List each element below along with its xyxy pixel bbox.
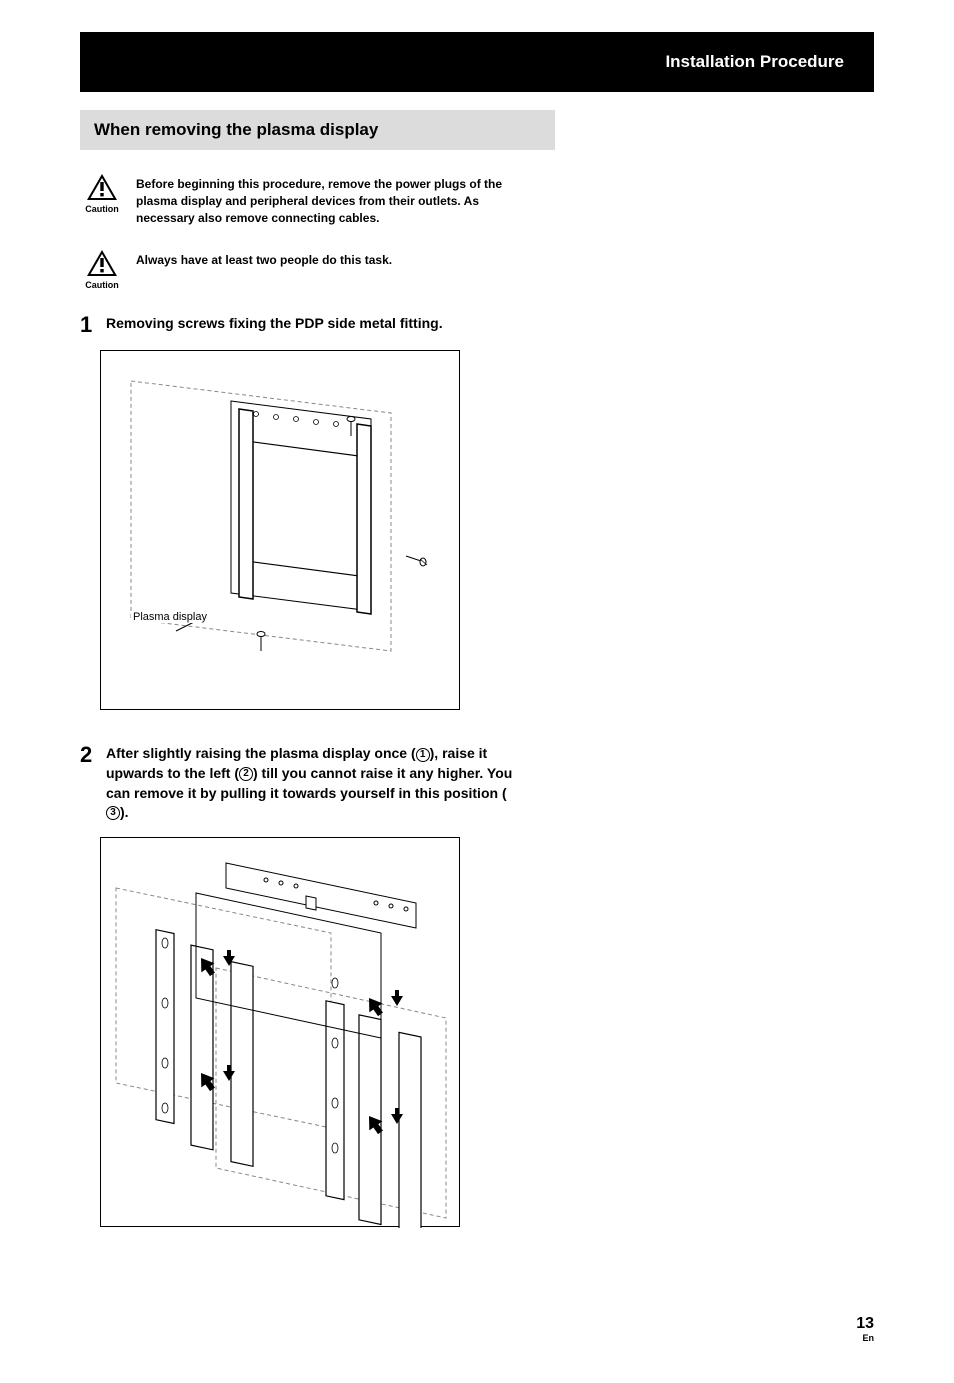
step2-part4: ).	[120, 804, 129, 820]
step-text: Removing screws fixing the PDP side meta…	[106, 314, 443, 334]
content-area: When removing the plasma display Caution…	[0, 92, 954, 1267]
page-number-block: 13 En	[856, 1315, 874, 1343]
circled-1: 1	[416, 748, 430, 762]
caution-icon-wrapper: Caution	[80, 248, 124, 290]
diagram-1-svg	[101, 351, 461, 711]
circled-3: 3	[106, 806, 120, 820]
circled-2: 2	[239, 767, 253, 781]
caution-label: Caution	[85, 204, 119, 214]
caution-icon-wrapper: Caution	[80, 172, 124, 214]
step-number: 1	[80, 314, 106, 336]
step2-part1: After slightly raising the plasma displa…	[106, 745, 416, 761]
header-bar: Installation Procedure	[80, 32, 874, 92]
diagram-1-label: Plasma display	[131, 611, 209, 623]
section-title: When removing the plasma display	[80, 110, 555, 150]
diagram-1: Plasma display	[100, 350, 460, 710]
diagram-2	[100, 837, 460, 1227]
diagram-2-svg	[101, 838, 461, 1228]
header-title: Installation Procedure	[665, 52, 844, 72]
step-1: 1 Removing screws fixing the PDP side me…	[80, 314, 520, 336]
step-2: 2 After slightly raising the plasma disp…	[80, 744, 520, 822]
caution-label: Caution	[85, 280, 119, 290]
step-number: 2	[80, 744, 106, 766]
page-number: 13	[856, 1315, 874, 1333]
step-text: After slightly raising the plasma displa…	[106, 744, 520, 822]
caution-block-1: Caution Before beginning this procedure,…	[80, 172, 520, 226]
warning-triangle-icon	[85, 248, 119, 278]
caution-text-2: Always have at least two people do this …	[136, 248, 392, 269]
caution-block-2: Caution Always have at least two people …	[80, 248, 520, 290]
page-lang: En	[856, 1333, 874, 1343]
warning-triangle-icon	[85, 172, 119, 202]
caution-text-1: Before beginning this procedure, remove …	[136, 172, 520, 226]
